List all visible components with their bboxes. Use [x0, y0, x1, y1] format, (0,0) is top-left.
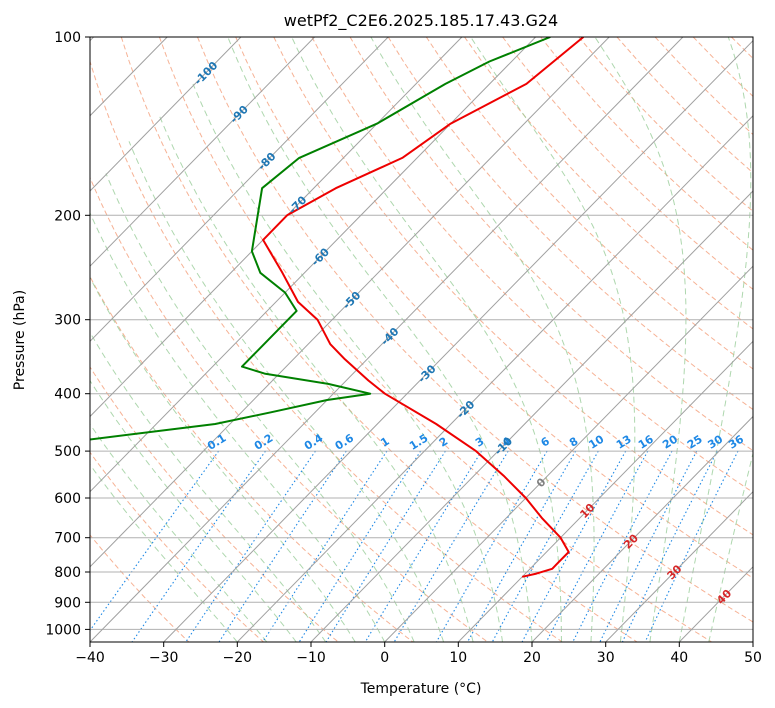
- moist-adiabat: [708, 451, 753, 642]
- isotherm: [236, 115, 753, 642]
- mixing-ratio-line: [185, 450, 316, 642]
- dry-adiabats: [90, 37, 753, 642]
- moist-adiabat: [192, 83, 503, 642]
- moist-adiabat: [90, 379, 297, 642]
- plot-frame: [89, 36, 754, 643]
- dry-adiabat: [311, 37, 753, 493]
- y-axis: 100 200 300 400 500 600 700 800 900 1000: [45, 30, 90, 638]
- moist-adiabat: [90, 331, 327, 642]
- dewpoint-profile: [90, 37, 551, 441]
- y-tick-label: 600: [54, 491, 81, 507]
- mixing-ratio-line: [521, 450, 627, 642]
- moist-adiabat: [90, 276, 356, 642]
- moist-adiabat: [227, 37, 533, 642]
- dry-adiabat: [273, 37, 753, 536]
- profile-series: [90, 37, 585, 578]
- y-tick-label: 800: [54, 565, 81, 581]
- mixing-ratio-line: [364, 450, 483, 642]
- moist-adiabat: [678, 37, 752, 642]
- x-tick-label: −20: [223, 650, 253, 666]
- temperature-profile: [262, 37, 585, 578]
- x-tick-label: 0: [380, 650, 389, 666]
- y-tick-label: 900: [54, 595, 81, 611]
- moist-adiabat: [105, 173, 415, 642]
- isotherm: [384, 265, 753, 642]
- y-tick-label: 300: [54, 313, 81, 329]
- y-tick-label: 100: [54, 30, 81, 46]
- y-tick-label: 200: [54, 208, 81, 224]
- moist-adiabat: [291, 37, 562, 642]
- dry-adiabat: [235, 37, 753, 579]
- moist-adiabat: [90, 423, 268, 642]
- dry-adiabat: [90, 59, 563, 642]
- x-tick-label: 10: [449, 650, 467, 666]
- isotherm: [531, 415, 753, 642]
- isotherm: [163, 39, 753, 642]
- moist-adiabat: [90, 211, 386, 642]
- isotherm: [310, 190, 753, 642]
- mixing-ratio-line: [218, 450, 347, 642]
- plot-area: 0.1 0.2 0.4 0.6 1 1.5 2 3 4 6 8 10 13 16 20 25 30 36-100-…: [90, 37, 753, 642]
- moist-adiabat: [370, 37, 595, 642]
- isotherms: [90, 37, 753, 642]
- mixing-ratio-line: [621, 450, 718, 642]
- isotherm: [90, 37, 463, 418]
- mixing-ratio-line: [90, 450, 220, 632]
- isotherm: [90, 37, 610, 568]
- dry-adiabat: [90, 176, 488, 642]
- x-axis: −40 −30 −20 −10 0 10 20 30 40 50: [75, 642, 762, 666]
- dry-adiabat: [197, 37, 753, 623]
- dry-adiabat: [349, 37, 753, 452]
- dry-adiabat: [120, 37, 638, 642]
- mixing-ratio-line: [599, 450, 698, 642]
- y-tick-label: 700: [54, 531, 81, 547]
- mixing-ratio-line: [644, 450, 739, 642]
- x-tick-label: −30: [149, 650, 179, 666]
- isotherm: [90, 37, 389, 343]
- y-tick-label: 500: [54, 444, 81, 460]
- isotherm: [457, 340, 753, 642]
- x-tick-label: −40: [75, 650, 105, 666]
- chart-title: wetPf2_C2E6.2025.185.17.43.G24: [284, 11, 558, 31]
- mixing-ratio-line: [572, 450, 673, 642]
- isotherm: [605, 490, 753, 642]
- x-tick-label: 20: [523, 650, 541, 666]
- y-tick-label: 400: [54, 387, 81, 403]
- isotherm: [90, 37, 536, 493]
- x-tick-label: 40: [670, 650, 688, 666]
- x-tick-label: 30: [597, 650, 615, 666]
- isotherm: [90, 37, 315, 267]
- y-axis-title: Pressure (hPa): [12, 290, 28, 390]
- x-tick-label: 50: [744, 650, 762, 666]
- y-tick-label: 1000: [45, 622, 81, 638]
- mixing-ratio-line: [545, 450, 649, 642]
- x-axis-title: Temperature (°C): [360, 681, 482, 697]
- mixing-ratio-line: [325, 450, 446, 642]
- moist-adiabat: [594, 37, 687, 642]
- x-tick-label: −10: [296, 650, 326, 666]
- pressure-gridlines: [90, 37, 753, 630]
- isotherm: [90, 37, 242, 192]
- mixing-ratio-lines: [90, 450, 739, 642]
- moist-adiabat: [90, 463, 238, 642]
- isotherm: [90, 37, 684, 642]
- moist-adiabat: [470, 37, 636, 642]
- mixing-ratio-line: [467, 450, 577, 642]
